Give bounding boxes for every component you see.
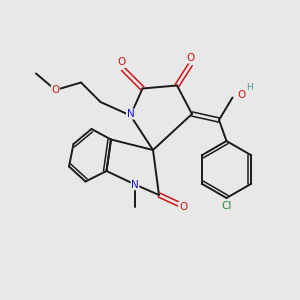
Text: N: N	[127, 109, 134, 119]
Text: N: N	[131, 179, 139, 190]
Text: O: O	[186, 53, 195, 63]
Text: O: O	[179, 202, 187, 212]
Text: O: O	[51, 85, 60, 95]
Text: Cl: Cl	[221, 201, 232, 212]
Text: H: H	[246, 82, 252, 91]
Text: O: O	[117, 57, 126, 68]
Text: O: O	[237, 89, 245, 100]
